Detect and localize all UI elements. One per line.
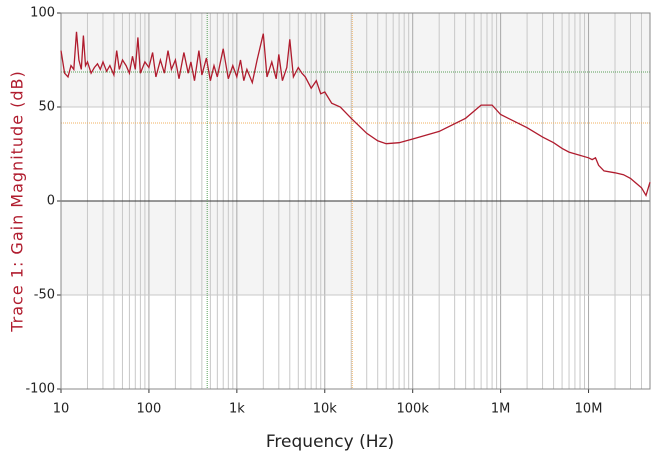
x-axis-label: Frequency (Hz): [266, 432, 394, 452]
x-tick-label: 1M: [491, 402, 511, 417]
x-tick-label: 10k: [313, 402, 338, 417]
y-tick-label: 100: [30, 6, 55, 21]
y-tick-label: 0: [47, 194, 55, 209]
grid-band: [61, 201, 650, 295]
x-tick-label: 1k: [229, 402, 245, 417]
plot-frame: [60, 12, 651, 390]
x-tick-label: 10: [53, 402, 70, 417]
data-line: [60, 31, 651, 198]
y-tick-label: -50: [34, 288, 55, 303]
x-tick-label: 10M: [575, 402, 603, 417]
y-axis-label: Trace 1: Gain Magnitude (dB): [8, 70, 27, 333]
grid-band: [61, 13, 650, 107]
x-tick-label: 100: [137, 402, 162, 417]
y-tick-label: 50: [38, 100, 55, 115]
x-tick-label: 100k: [397, 402, 430, 417]
y-tick-label: -100: [25, 382, 55, 397]
grid-band: [61, 295, 650, 389]
